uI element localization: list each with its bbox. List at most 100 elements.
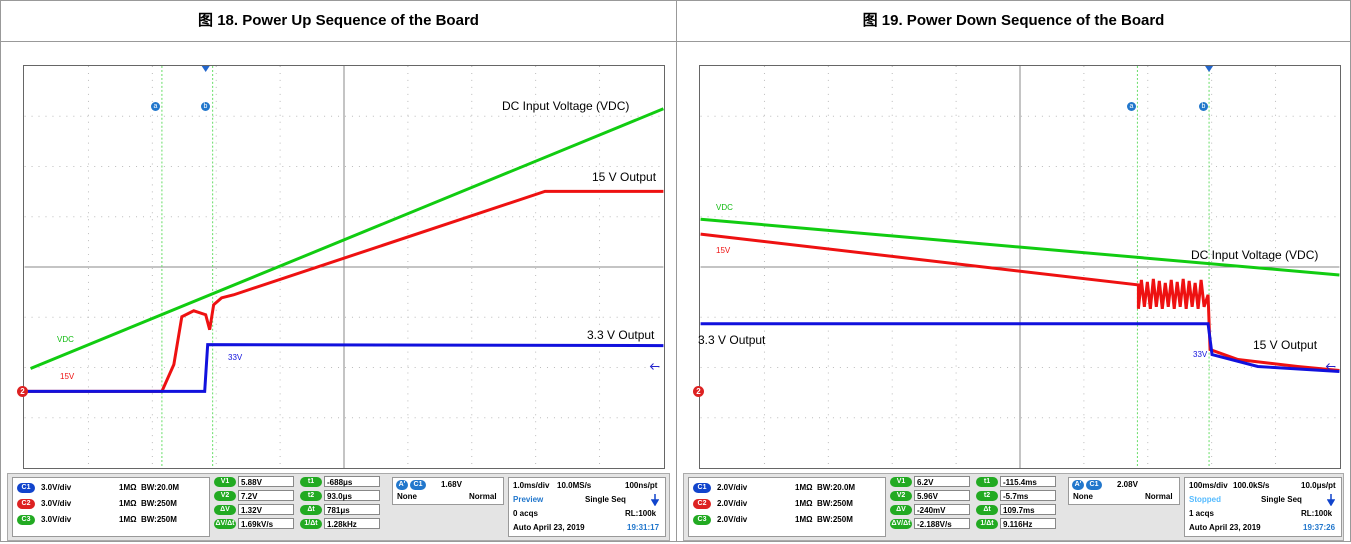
cursor-label: ΔV/Δt [214, 519, 236, 529]
acquire-arrow [651, 494, 659, 506]
timebase-text: Preview [513, 495, 543, 504]
channel-impedance: 1MΩ [119, 483, 137, 492]
cursor-label: Δt [976, 505, 998, 515]
cursor-label: V2 [214, 491, 236, 501]
cursor-value: -2.188V/s [914, 518, 970, 529]
cursor-value: 93.0μs [324, 490, 380, 501]
trace-label: 3.3 V Output [587, 328, 654, 342]
trigger-tag: A' [1072, 480, 1084, 490]
cursor-label: ΔV/Δt [890, 519, 912, 529]
cursor-value: -240mV [914, 504, 970, 515]
channel-impedance: 1MΩ [795, 515, 813, 524]
channel-badge: C2 [17, 499, 35, 509]
channel-scale: 3.0V/div [41, 483, 71, 492]
timebase-text: 100ns/pt [625, 481, 657, 490]
channel-scale: 2.0V/div [717, 499, 747, 508]
cursor-label: t1 [976, 477, 998, 487]
trigger-group: A'C1 1.68V None Normal [392, 477, 504, 505]
cursor-label: t2 [300, 491, 322, 501]
cursor-marker: b [201, 102, 210, 111]
trace-label: 33V [1193, 350, 1207, 359]
channel-bandwidth: BW:20.0M [141, 483, 179, 492]
cursor-marker: b [1199, 102, 1208, 111]
timebase-text: 1.0ms/div [513, 481, 549, 490]
timebase-text: Stopped [1189, 495, 1221, 504]
cursor-value: -115.4ms [1000, 476, 1056, 487]
cursor-value: 5.96V [914, 490, 970, 501]
timebase-text: Single Seq [1261, 495, 1302, 504]
cursor-label: t1 [300, 477, 322, 487]
trigger-marker [202, 66, 210, 72]
page: 图 18. Power Up Sequence of the BoardDC I… [0, 0, 1351, 544]
trace-label: 15 V Output [1253, 338, 1317, 352]
channel-badge: C2 [693, 499, 711, 509]
scope-screen: DC Input Voltage (VDC) 15 V Output 3.3 V O… [23, 65, 665, 469]
trigger-mode: Normal [469, 492, 497, 501]
trace-label: 33V [228, 353, 242, 362]
channel-scale: 3.0V/div [41, 515, 71, 524]
cursor-marker: a [151, 102, 160, 111]
trigger-coupling: None [397, 492, 417, 501]
trace-label: 3.3 V Output [698, 333, 765, 347]
timebase-group: 1.0ms/div10.0MS/s100ns/ptPreviewSingle S… [508, 477, 666, 537]
trace-label: 15 V Output [592, 170, 656, 184]
cursor-value: 109.7ms [1000, 504, 1056, 515]
trigger-coupling: None [1073, 492, 1093, 501]
figure-panel: 图 19. Power Down Sequence of the Board DC… [676, 0, 1351, 542]
cursor-label: 1/Δt [300, 519, 322, 529]
arrow [1328, 494, 1334, 505]
status-bar: C1 2.0V/div 1MΩ BW:20.0M C2 2.0V/div 1MΩ BW:250… [683, 473, 1344, 541]
cursor-value: 9.116Hz [1000, 518, 1056, 529]
timebase-text: 19:31:17 [627, 523, 659, 532]
cursor-label: V1 [890, 477, 912, 487]
channel-badge: C3 [17, 515, 35, 525]
trace-label: VDC [57, 335, 74, 344]
channel-scale: 3.0V/div [41, 499, 71, 508]
trigger-channel: C1 [410, 480, 426, 490]
channel-bandwidth: BW:250M [141, 515, 177, 524]
timebase-text: Auto [513, 523, 531, 532]
channel-impedance: 1MΩ [119, 499, 137, 508]
cursor-label: 1/Δt [976, 519, 998, 529]
timebase-text: RL:100k [625, 509, 656, 518]
trigger-tag: A' [396, 480, 408, 490]
trace-label: 15V [716, 246, 730, 255]
trigger-level: 1.68V [441, 480, 462, 489]
cursor-value: -688μs [324, 476, 380, 487]
channel-impedance: 1MΩ [119, 515, 137, 524]
cursor-label: t2 [976, 491, 998, 501]
cursor-value: -5.7ms [1000, 490, 1056, 501]
level-marker [650, 364, 659, 370]
channel-scale: 2.0V/div [717, 483, 747, 492]
channel-badge: C3 [693, 515, 711, 525]
acquire-arrow [1327, 494, 1335, 506]
figure-title: 图 19. Power Down Sequence of the Board [677, 1, 1350, 42]
timebase-group: 100ms/div100.0kS/s10.0μs/ptStoppedSingle… [1184, 477, 1342, 537]
cursor-marker: a [1127, 102, 1136, 111]
channel-bandwidth: BW:20.0M [817, 483, 855, 492]
timebase-text: April 23, 2019 [1209, 523, 1261, 532]
timebase-text: RL:100k [1301, 509, 1332, 518]
channel-scale: 2.0V/div [717, 515, 747, 524]
cursor-value: 1.32V [238, 504, 294, 515]
cursor-label: V2 [890, 491, 912, 501]
cursor-value: 781μs [324, 504, 380, 515]
scope-screen: DC Input Voltage (VDC)15 V Output3.3 V O… [699, 65, 1341, 469]
channel-marker: 2 [17, 386, 28, 397]
channel-impedance: 1MΩ [795, 483, 813, 492]
timebase-text: Auto [1189, 523, 1207, 532]
cursor-label: Δt [300, 505, 322, 515]
waveforms [700, 66, 1340, 468]
channel-bandwidth: BW:250M [141, 499, 177, 508]
trigger-channel: C1 [1086, 480, 1102, 490]
status-bar: C1 3.0V/div 1MΩ BW:20.0M C2 3.0V/div 1MΩ BW:250… [7, 473, 670, 541]
arrow [652, 494, 658, 505]
cursor-label: V1 [214, 477, 236, 487]
trace-label: DC Input Voltage (VDC) [502, 99, 629, 113]
channel-badge: C1 [17, 483, 35, 493]
waveforms [24, 66, 664, 468]
cursor-value: 1.28kHz [324, 518, 380, 529]
trigger-mode: Normal [1145, 492, 1173, 501]
channel-bandwidth: BW:250M [817, 499, 853, 508]
cursor-label: ΔV [890, 505, 912, 515]
